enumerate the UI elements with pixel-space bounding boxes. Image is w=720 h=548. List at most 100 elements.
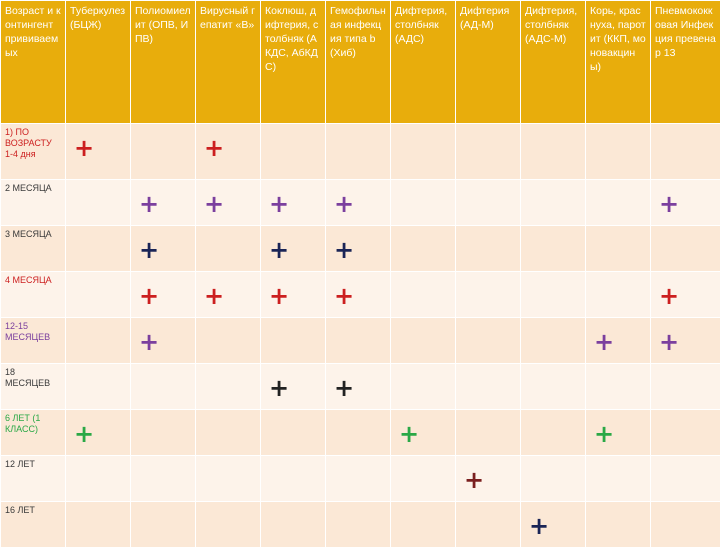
vaccine-cell: [196, 226, 261, 272]
vaccine-cell: +: [196, 180, 261, 226]
vaccine-cell: [326, 456, 391, 502]
vaccine-cell: [391, 272, 456, 318]
vaccine-cell: [66, 272, 131, 318]
vaccine-cell: +: [261, 226, 326, 272]
vaccine-cell: [456, 124, 521, 180]
column-header-vaccine: Корь, краснуха, паротит (ККП, моновакцин…: [586, 1, 651, 124]
plus-mark-icon: +: [204, 138, 224, 158]
vaccine-cell: [391, 318, 456, 364]
table-row: 12 ЛЕТ+: [1, 456, 720, 502]
vaccine-cell: [651, 410, 720, 456]
plus-mark-icon: +: [334, 240, 354, 260]
table-row: 18 МЕСЯЦЕВ++: [1, 364, 720, 410]
vaccine-cell: +: [261, 180, 326, 226]
vaccine-cell: +: [66, 124, 131, 180]
vaccine-cell: [456, 272, 521, 318]
vaccine-cell: +: [456, 456, 521, 502]
column-header-vaccine: Вирусный гепатит «В»: [196, 1, 261, 124]
age-cell: 1) ПО ВОЗРАСТУ 1-4 дня: [1, 124, 66, 180]
vaccine-cell: [261, 124, 326, 180]
vaccine-cell: [66, 502, 131, 548]
vaccine-cell: [66, 318, 131, 364]
vaccine-cell: [391, 502, 456, 548]
vaccine-cell: [521, 456, 586, 502]
column-header-vaccine: Туберкулез (БЦЖ): [66, 1, 131, 124]
plus-mark-icon: +: [139, 240, 159, 260]
vaccine-cell: [521, 124, 586, 180]
vaccine-cell: [651, 364, 720, 410]
age-cell: 3 МЕСЯЦА: [1, 226, 66, 272]
vaccine-cell: [521, 272, 586, 318]
plus-mark-icon: +: [269, 286, 289, 306]
table-row: 12-15 МЕСЯЦЕВ + + +: [1, 318, 720, 364]
vaccine-cell: [391, 226, 456, 272]
age-cell: 12-15 МЕСЯЦЕВ: [1, 318, 66, 364]
vaccine-cell: +: [196, 124, 261, 180]
vaccine-cell: +: [651, 318, 720, 364]
vaccine-cell: +: [326, 180, 391, 226]
vaccine-cell: [66, 226, 131, 272]
vaccine-cell: [586, 364, 651, 410]
vaccine-cell: +: [326, 364, 391, 410]
vaccine-cell: [261, 456, 326, 502]
vaccine-cell: +: [261, 364, 326, 410]
plus-mark-icon: +: [139, 332, 159, 352]
vaccine-cell: +: [261, 272, 326, 318]
vaccine-cell: [521, 226, 586, 272]
vaccine-cell: [456, 410, 521, 456]
vaccine-cell: +: [521, 502, 586, 548]
vaccine-cell: [66, 456, 131, 502]
table-row: 16 ЛЕТ+: [1, 502, 720, 548]
vaccine-cell: [131, 364, 196, 410]
vaccine-cell: +: [326, 226, 391, 272]
vaccine-cell: [586, 180, 651, 226]
table-row: 4 МЕСЯЦА+++++: [1, 272, 720, 318]
plus-mark-icon: +: [139, 194, 159, 214]
vaccine-cell: +: [131, 272, 196, 318]
vaccine-cell: [586, 272, 651, 318]
plus-mark-icon: +: [74, 138, 94, 158]
table-row: 6 ЛЕТ (1 КЛАСС)+++: [1, 410, 720, 456]
vaccine-cell: +: [131, 318, 196, 364]
vaccine-cell: [131, 456, 196, 502]
vaccine-cell: [196, 456, 261, 502]
vaccine-cell: [261, 318, 326, 364]
vaccine-cell: [326, 502, 391, 548]
age-cell: 2 МЕСЯЦА: [1, 180, 66, 226]
column-header-vaccine: Коклюш, дифтерия, столбняк (АКДС, АбКДС): [261, 1, 326, 124]
vaccine-cell: [456, 502, 521, 548]
vaccine-cell: [521, 364, 586, 410]
vaccine-cell: [586, 502, 651, 548]
vaccine-cell: [391, 124, 456, 180]
vaccine-cell: +: [131, 180, 196, 226]
vaccine-cell: [196, 502, 261, 548]
plus-mark-icon: +: [659, 286, 679, 306]
vaccine-cell: [586, 226, 651, 272]
plus-mark-icon: +: [269, 240, 289, 260]
vaccine-cell: +: [651, 180, 720, 226]
plus-mark-icon: +: [659, 332, 679, 352]
vaccine-cell: [196, 410, 261, 456]
plus-mark-icon: +: [594, 332, 614, 352]
vaccine-cell: [586, 456, 651, 502]
vaccine-cell: [131, 502, 196, 548]
vaccine-cell: +: [326, 272, 391, 318]
vaccine-cell: +: [131, 226, 196, 272]
plus-mark-icon: +: [399, 424, 419, 444]
column-header-vaccine: Дифтерия, столбняк (АДС): [391, 1, 456, 124]
vaccine-cell: [326, 124, 391, 180]
vaccine-cell: +: [586, 410, 651, 456]
plus-mark-icon: +: [464, 470, 484, 490]
vaccine-cell: [196, 318, 261, 364]
plus-mark-icon: +: [334, 194, 354, 214]
plus-mark-icon: +: [334, 286, 354, 306]
vaccine-cell: [651, 226, 720, 272]
table-row: 1) ПО ВОЗРАСТУ 1-4 дня + +: [1, 124, 720, 180]
vaccine-cell: [651, 502, 720, 548]
column-header-vaccine: Дифтерия (АД-М): [456, 1, 521, 124]
table-row: 2 МЕСЯЦА+++++: [1, 180, 720, 226]
vaccine-cell: [391, 456, 456, 502]
